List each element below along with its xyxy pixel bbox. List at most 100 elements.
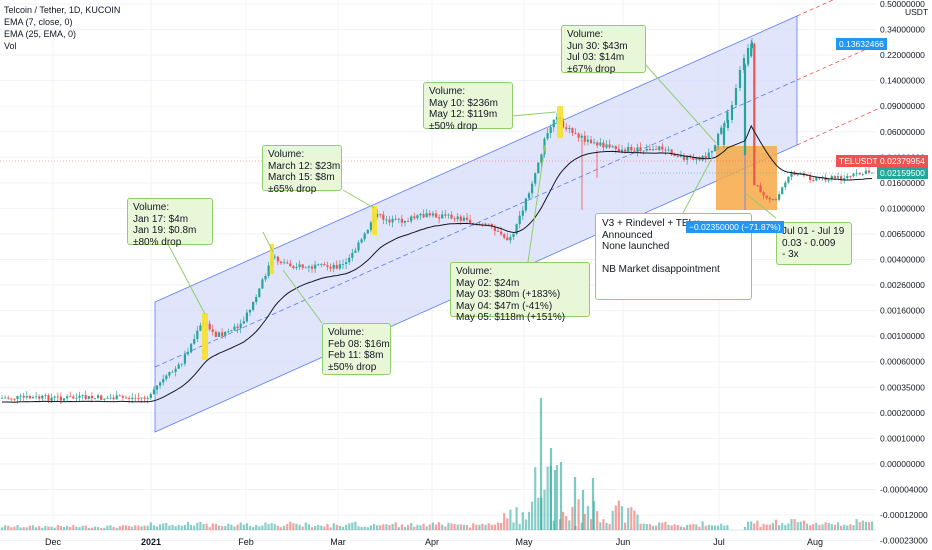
volume-bar [332, 523, 335, 530]
volume-bar [512, 522, 515, 530]
candle-body [778, 194, 781, 200]
candle-body [66, 396, 69, 399]
candle-body [186, 352, 190, 355]
candle-body [31, 397, 35, 399]
volume-bar [756, 520, 759, 530]
y-tick-label: 0.00260000 [880, 280, 925, 290]
candle-body [743, 64, 747, 155]
candle-body [323, 264, 326, 266]
volume-bar [0, 527, 4, 530]
candle-body [478, 223, 481, 225]
volume-bar [84, 525, 87, 530]
volume-bar [124, 525, 128, 530]
y-tick-label: 0.01000000 [880, 203, 925, 213]
candle-body [174, 368, 177, 372]
volume-spike [591, 478, 595, 530]
volume-bar [534, 467, 537, 530]
candle-body [354, 250, 357, 253]
legend-vol: Vol [4, 41, 17, 51]
candle-body [403, 221, 407, 223]
volume-bar [121, 525, 124, 530]
volume-bar [524, 519, 527, 530]
candle-body [301, 264, 304, 268]
y-tick-label: 0.00060000 [880, 357, 925, 367]
volume-bar [720, 523, 723, 530]
candle-body [72, 396, 75, 399]
candle-body [152, 389, 155, 395]
candle-body [314, 264, 317, 269]
candle-body [503, 234, 506, 238]
volume-bar [202, 524, 205, 530]
candle-body [611, 146, 614, 148]
candle-body [846, 175, 849, 179]
candle-body [815, 177, 818, 181]
volume-bar [802, 520, 805, 530]
note-mar: Volume: March 12: $23m March 15: $8m ±65… [262, 145, 342, 195]
candle-body [388, 219, 391, 223]
volume-bar [469, 527, 472, 530]
volume-bar [614, 505, 617, 530]
candle-body [171, 371, 174, 373]
volume-bar [713, 525, 717, 530]
candle-body [47, 395, 50, 401]
volume-bar [670, 525, 673, 530]
volume-bar [577, 499, 580, 530]
volume-bar [450, 523, 453, 530]
volume-bar [400, 524, 403, 530]
y-tick-label: 0.34000000 [880, 25, 925, 35]
volume-bar [230, 524, 233, 530]
volume-bar [493, 524, 496, 530]
volume-bar [97, 527, 100, 530]
candle-body [809, 175, 812, 181]
candle-body [738, 70, 742, 88]
volume-bar [162, 523, 165, 530]
volume-bar [397, 527, 400, 530]
candle-body [413, 216, 416, 219]
volume-bar [840, 525, 843, 530]
candle-body [713, 145, 717, 152]
volume-bar [861, 520, 864, 530]
volume-bar [233, 526, 236, 530]
volume-bar [805, 523, 809, 530]
candle-body [695, 157, 698, 160]
candle-body [496, 230, 500, 232]
volume-bar [410, 523, 413, 530]
volume-bar [276, 525, 279, 530]
volume-bar [208, 527, 211, 530]
volume-bar [596, 511, 599, 530]
volume-bar [630, 507, 633, 530]
volume-bar [62, 526, 66, 530]
volume-bar [743, 526, 747, 530]
y-tick-label: 0.14000000 [880, 76, 925, 86]
candle-body [28, 396, 31, 399]
candle-body [230, 330, 233, 332]
candle-body [673, 154, 676, 157]
volume-bar [317, 524, 320, 530]
candle-body [41, 395, 44, 399]
volume-bar [799, 521, 802, 530]
volume-bar [131, 526, 134, 530]
volume-bar [177, 524, 180, 530]
volume-bar [867, 522, 871, 530]
candle-body [670, 149, 673, 155]
candle-body [521, 210, 524, 216]
volume-bar [227, 523, 230, 530]
volume-bar [546, 466, 549, 530]
volume-bar [481, 523, 484, 530]
volume-bar [620, 506, 624, 530]
volume-bar [134, 525, 137, 530]
highlight-may [557, 106, 563, 138]
candle-body [338, 264, 341, 269]
volume-bar [765, 524, 768, 530]
candle-body [630, 146, 633, 151]
candle-body [137, 397, 140, 399]
candle-body [227, 331, 230, 333]
candle-body [602, 142, 605, 148]
candle-body [81, 395, 84, 396]
candle-body [391, 218, 394, 223]
volume-bar [292, 523, 295, 530]
volume-bar [793, 519, 796, 530]
candle-body [407, 221, 410, 222]
candle-body [7, 397, 10, 399]
